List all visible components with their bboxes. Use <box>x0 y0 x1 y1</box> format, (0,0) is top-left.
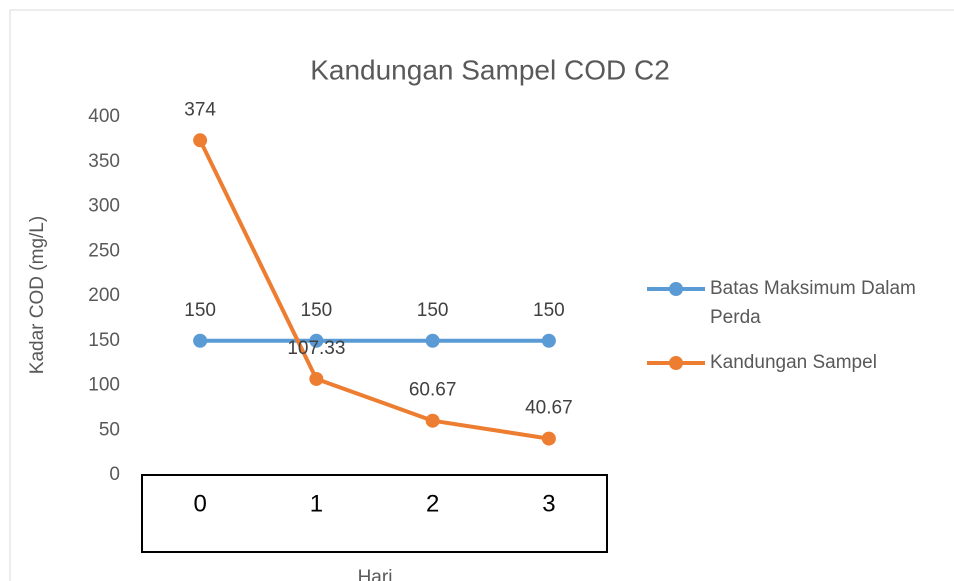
legend-marker <box>669 282 683 296</box>
data-label: 150 <box>184 300 216 321</box>
data-label: 150 <box>417 300 449 321</box>
legend-marker <box>669 356 683 370</box>
data-point <box>193 133 208 148</box>
data-label: 150 <box>301 300 333 321</box>
y-tick-label: 350 <box>88 151 120 172</box>
data-label: 374 <box>184 99 216 120</box>
y-tick-label: 150 <box>88 330 120 351</box>
data-label: 60.67 <box>409 380 457 401</box>
chart-border <box>9 9 954 581</box>
legend-label: Kandungan Sampel <box>710 352 877 373</box>
legend-label: Batas Maksimum Dalam Perda <box>710 278 916 328</box>
x-axis-label: Hari <box>358 567 393 581</box>
x-tick-label: 0 <box>193 490 206 517</box>
y-tick-label: 300 <box>88 196 120 217</box>
data-point <box>309 371 324 386</box>
y-axis-label: Kadar COD (mg/L) <box>27 216 48 374</box>
data-point <box>541 333 556 348</box>
y-tick-label: 0 <box>109 464 120 485</box>
data-label: 40.67 <box>525 398 573 419</box>
x-tick-label: 3 <box>542 490 555 517</box>
y-tick-label: 200 <box>88 285 120 306</box>
data-point <box>541 431 556 446</box>
chart-title: Kandungan Sampel COD C2 <box>310 54 670 85</box>
x-tick-label: 2 <box>426 490 439 517</box>
x-axis-box <box>141 474 608 553</box>
y-tick-label: 400 <box>88 106 120 127</box>
data-label: 150 <box>533 300 565 321</box>
data-point <box>425 413 440 428</box>
data-point <box>309 333 324 348</box>
data-point <box>193 333 208 348</box>
series-line <box>198 139 550 441</box>
y-tick-label: 250 <box>88 240 120 261</box>
y-tick-label: 100 <box>88 375 120 396</box>
data-point <box>425 333 440 348</box>
y-tick-label: 50 <box>99 419 120 440</box>
x-tick-label: 1 <box>310 490 323 517</box>
data-label: 107.33 <box>287 338 345 359</box>
